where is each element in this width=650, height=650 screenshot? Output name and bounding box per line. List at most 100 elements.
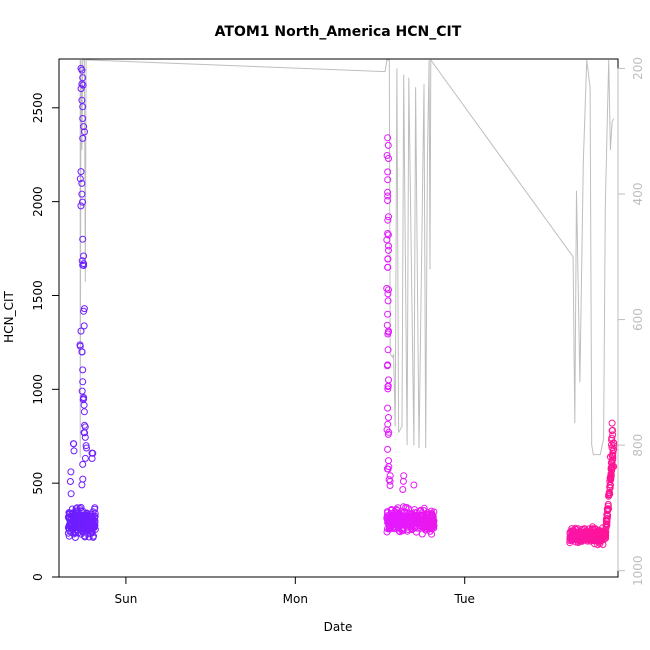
data-point	[395, 512, 403, 520]
data-point	[609, 426, 617, 434]
data-point	[78, 348, 86, 356]
data-point	[70, 447, 78, 455]
data-point	[79, 198, 86, 206]
data-point	[81, 128, 88, 136]
data-point	[384, 509, 391, 517]
data-point	[79, 528, 87, 536]
data-point	[399, 527, 407, 534]
data-point	[384, 176, 392, 184]
x-tick-label: Tue	[453, 592, 475, 606]
data-point	[384, 346, 392, 354]
data-point	[72, 512, 80, 520]
data-point	[91, 505, 99, 513]
data-point	[566, 537, 574, 545]
data-point	[605, 491, 613, 499]
data-point	[603, 518, 611, 526]
data-point	[391, 508, 399, 516]
data-point	[66, 478, 74, 485]
data-point	[78, 96, 86, 104]
data-point	[420, 504, 428, 512]
data-point	[79, 103, 87, 111]
data-point	[81, 454, 89, 462]
data-point	[604, 502, 612, 510]
data-point	[80, 307, 88, 315]
y-axis-label: HCN_CIT	[2, 291, 16, 343]
data-point	[70, 530, 78, 538]
data-point	[83, 444, 90, 452]
data-point	[82, 442, 90, 450]
y2-tick-label: 400	[631, 183, 645, 206]
data-point	[384, 404, 392, 412]
data-point	[608, 434, 616, 442]
data-point	[608, 452, 616, 460]
y-tick-label: 500	[31, 472, 45, 495]
data-point	[429, 512, 437, 520]
data-point	[383, 236, 391, 244]
x-axis-label: Date	[324, 620, 353, 634]
data-point	[383, 362, 391, 370]
data-point	[384, 216, 392, 224]
data-point	[80, 123, 88, 131]
data-point	[79, 396, 87, 404]
data-point	[386, 477, 394, 485]
data-point	[608, 441, 615, 449]
data-point	[78, 525, 86, 533]
data-point	[399, 477, 407, 485]
data-point	[581, 532, 589, 540]
data-point	[81, 429, 89, 437]
data-point	[90, 532, 97, 540]
data-point	[67, 490, 75, 498]
data-point	[86, 525, 94, 533]
data-point	[79, 378, 87, 386]
y-tick-label: 1000	[31, 374, 45, 405]
y2-tick-label: 1000	[631, 555, 645, 586]
data-point	[384, 297, 392, 305]
data-point	[402, 503, 410, 511]
data-point	[385, 286, 392, 294]
data-point	[66, 510, 74, 518]
data-point	[602, 522, 610, 530]
data-point	[384, 290, 392, 298]
data-point	[82, 516, 90, 524]
data-point	[608, 419, 616, 427]
data-point	[77, 512, 85, 520]
data-point	[595, 528, 603, 536]
data-point	[81, 533, 89, 541]
data-point	[78, 190, 86, 198]
data-point	[79, 115, 87, 122]
data-point	[384, 255, 392, 263]
data-point	[79, 235, 87, 243]
data-point	[384, 141, 392, 149]
data-point	[384, 310, 392, 318]
data-point	[384, 192, 392, 200]
data-point	[78, 66, 86, 74]
data-point	[402, 516, 410, 524]
data-point	[385, 376, 392, 384]
y2-tick-label: 600	[631, 308, 645, 331]
data-point	[77, 327, 85, 335]
data-point	[78, 257, 86, 265]
data-point	[64, 529, 72, 537]
data-point	[606, 484, 614, 492]
data-point	[80, 408, 88, 416]
data-point	[77, 202, 85, 210]
data-point	[385, 242, 392, 250]
data-point	[78, 179, 86, 187]
data-point	[399, 486, 407, 493]
data-point	[609, 453, 617, 461]
data-point	[384, 231, 392, 239]
data-point	[67, 468, 75, 476]
data-point	[384, 188, 392, 196]
data-point	[385, 457, 392, 465]
data-point	[384, 168, 392, 176]
data-point	[418, 530, 426, 538]
data-point	[607, 459, 615, 467]
data-point	[604, 506, 612, 514]
data-point	[385, 463, 393, 471]
data-point	[89, 520, 97, 528]
data-point	[385, 414, 392, 421]
data-point	[398, 520, 406, 527]
y-tick-label: 1500	[31, 280, 45, 311]
data-point	[76, 341, 84, 349]
